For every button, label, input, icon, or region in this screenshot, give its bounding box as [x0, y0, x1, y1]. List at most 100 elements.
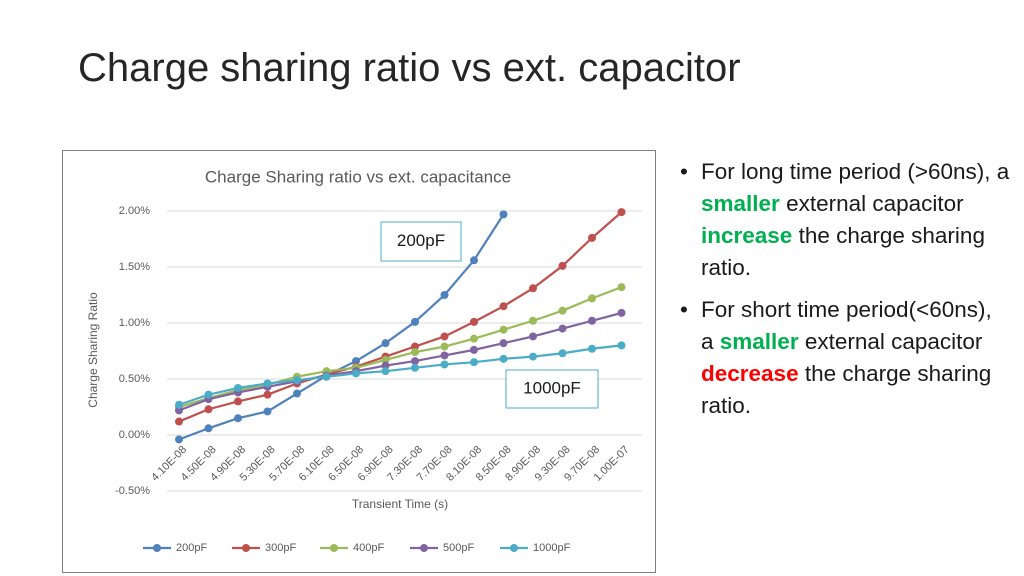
data-point	[263, 407, 272, 416]
data-point	[293, 376, 301, 385]
data-point	[263, 379, 272, 388]
data-point	[470, 256, 478, 265]
annotation: 1000pF	[523, 378, 581, 397]
data-point	[411, 317, 419, 326]
legend-label: 1000pF	[533, 542, 571, 554]
data-point	[617, 341, 626, 350]
data-point	[499, 354, 508, 363]
data-point	[440, 332, 449, 341]
highlight-text: increase	[701, 223, 793, 248]
data-point	[470, 345, 478, 354]
annotation-box	[380, 221, 462, 262]
data-point	[558, 324, 567, 333]
data-point	[588, 233, 596, 242]
series-line	[178, 211, 623, 423]
data-point	[175, 406, 183, 415]
data-point	[175, 417, 183, 426]
legend-marker	[330, 544, 338, 552]
data-point	[411, 357, 419, 366]
data-point	[381, 361, 390, 370]
y-tick-label: 1.50%	[119, 261, 150, 273]
legend-label: 300pF	[265, 542, 296, 554]
y-tick-label: -0.50%	[115, 485, 150, 497]
y-axis-label: Charge Sharing Ratio	[86, 292, 100, 408]
data-point	[204, 424, 213, 433]
bullet-text: the charge sharing ratio.	[701, 361, 992, 418]
data-point	[175, 435, 183, 444]
data-point	[234, 414, 242, 423]
data-point	[470, 317, 478, 326]
data-point	[499, 210, 508, 219]
bullet-list: For long time period (>60ns), a smaller …	[680, 156, 1010, 432]
bullet-text: For long time period (>60ns), a	[701, 159, 1010, 184]
data-point	[499, 339, 508, 348]
y-tick-label: 0.50%	[119, 373, 150, 385]
annotation-box	[505, 369, 599, 409]
bullet-text: the charge sharing ratio.	[701, 223, 985, 280]
data-point	[588, 316, 596, 325]
data-point	[588, 294, 596, 303]
legend-label: 500pF	[443, 542, 474, 554]
data-point	[204, 390, 213, 399]
data-point	[617, 208, 626, 217]
data-point	[263, 390, 272, 399]
data-point	[234, 383, 242, 392]
data-point	[529, 352, 537, 361]
annotation: 200pF	[397, 231, 445, 250]
data-point	[499, 302, 508, 311]
legend-marker	[242, 544, 250, 552]
data-point	[558, 306, 567, 315]
chart-title: Charge Sharing ratio vs ext. capacitance	[205, 167, 511, 186]
data-point	[322, 372, 331, 381]
slide-title: Charge sharing ratio vs ext. capacitor	[78, 46, 741, 90]
data-point	[470, 358, 478, 367]
legend-marker	[153, 544, 161, 552]
data-point	[440, 360, 449, 369]
bullet-text: external capacitor	[798, 329, 983, 354]
y-tick-label: 2.00%	[119, 205, 150, 217]
legend-marker	[420, 544, 428, 552]
data-point	[234, 397, 242, 406]
y-tick-label: 0.00%	[119, 429, 150, 441]
x-axis-label: Transient Time (s)	[352, 497, 448, 511]
data-point	[175, 400, 183, 409]
data-point	[352, 357, 360, 366]
data-point	[381, 339, 390, 348]
series-line	[178, 213, 505, 441]
data-point	[617, 283, 626, 292]
bullet-text: For short time period(<60ns), a	[701, 297, 992, 354]
bullet: For long time period (>60ns), a smaller …	[680, 156, 1010, 284]
data-point	[529, 332, 537, 341]
data-point	[411, 363, 419, 372]
data-point	[499, 325, 508, 334]
data-point	[558, 261, 567, 270]
y-tick-label: 1.00%	[119, 317, 150, 329]
data-point	[381, 355, 390, 364]
data-point	[381, 367, 390, 376]
data-point	[440, 342, 449, 351]
data-point	[440, 291, 449, 299]
data-point	[529, 316, 537, 325]
data-point	[352, 369, 360, 378]
bullet: For short time period(<60ns), a smaller …	[680, 294, 1010, 422]
data-point	[411, 348, 419, 357]
data-point	[204, 405, 213, 414]
data-point	[558, 349, 567, 358]
highlight-text: smaller	[701, 191, 780, 216]
data-point	[440, 351, 449, 360]
series-line	[178, 286, 622, 409]
chart: Charge Sharing ratio vs ext. capacitance…	[62, 150, 656, 573]
legend-marker	[510, 544, 518, 552]
series-line	[178, 311, 622, 412]
legend-label: 200pF	[176, 542, 207, 554]
data-point	[617, 308, 626, 317]
data-point	[529, 284, 537, 293]
data-point	[588, 344, 596, 353]
highlight-text: decrease	[701, 361, 799, 386]
data-point	[470, 334, 478, 343]
data-point	[411, 342, 419, 351]
data-point	[293, 389, 301, 398]
highlight-text: smaller	[719, 329, 799, 354]
legend-label: 400pF	[353, 542, 384, 554]
